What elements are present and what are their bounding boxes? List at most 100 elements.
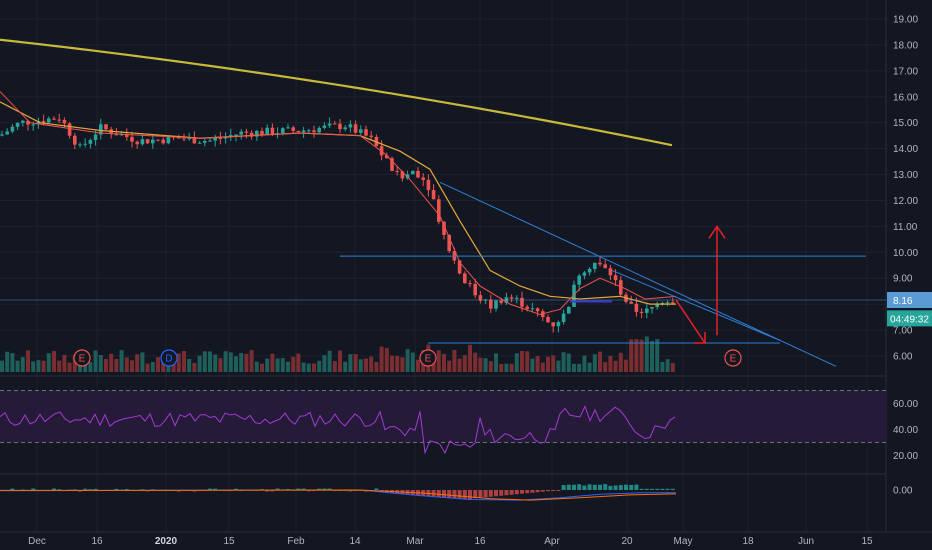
price-tick-label: 16.00 <box>893 92 918 103</box>
candle-body <box>468 283 472 285</box>
volume-bar <box>655 339 660 372</box>
time-tick-label: May <box>674 536 693 547</box>
event-badge[interactable]: D <box>160 349 178 367</box>
candle-body <box>322 125 327 128</box>
candle-body <box>567 307 571 314</box>
candle-body <box>140 139 145 145</box>
price-axis[interactable]: 19.00 18.00 17.00 16.00 15.00 14.00 13.00 12.00… <box>887 15 932 363</box>
candle-body <box>223 136 228 139</box>
countdown-label: 04:49:32 <box>890 314 929 325</box>
price-tick-label: 17.00 <box>893 66 918 77</box>
volume-bar <box>499 363 504 372</box>
macd-hist-bar <box>208 488 212 490</box>
volume-bar <box>624 359 628 372</box>
candle-body <box>489 299 493 309</box>
candle-body <box>442 221 446 235</box>
candle-body <box>281 128 285 134</box>
macd-hist-bar <box>556 490 561 491</box>
time-tick-label: Feb <box>287 536 305 547</box>
candle-body <box>400 171 405 179</box>
volume-bar <box>530 358 535 372</box>
candle-body <box>218 138 223 140</box>
time-tick-label: Jun <box>798 536 814 547</box>
candle-body <box>151 139 155 144</box>
macd-hist-bar <box>509 490 514 495</box>
volume-bar <box>260 363 264 372</box>
volume-bar <box>603 362 608 372</box>
volume-bar <box>468 344 472 372</box>
event-badge[interactable]: E <box>73 349 91 367</box>
candle-body <box>5 131 9 135</box>
macd-hist-bar <box>452 490 457 499</box>
volume-bar <box>109 353 114 372</box>
volume-bar <box>52 351 56 372</box>
volume-bars <box>0 336 675 372</box>
event-badge-label: E <box>425 354 432 365</box>
time-tick-label: Dec <box>28 536 46 547</box>
macd-hist-bar <box>639 488 644 490</box>
volume-bar <box>494 353 498 372</box>
candle-body <box>125 134 129 137</box>
candle-body <box>260 130 264 135</box>
macd-hist-bar <box>348 490 353 492</box>
macd-signal-line <box>0 489 677 501</box>
volume-bar <box>592 354 597 372</box>
candle-body <box>390 158 394 171</box>
volume-bar <box>306 363 311 372</box>
volume-bar <box>145 363 150 372</box>
grid-lines <box>0 0 932 533</box>
candle-body <box>104 124 108 130</box>
macd-hist-bar <box>618 485 623 490</box>
price-tick-label: 6.00 <box>893 351 913 362</box>
event-badge[interactable]: E <box>724 349 742 367</box>
candle-body <box>577 275 581 285</box>
candle-body <box>353 124 358 133</box>
macd-hist-bar <box>436 490 441 498</box>
volume-bar <box>72 354 77 372</box>
overlay-lines <box>0 38 677 316</box>
volume-bar <box>379 346 384 372</box>
volume-bar <box>416 359 420 372</box>
candle-body <box>145 139 150 144</box>
volume-bar <box>535 355 540 372</box>
candle-body <box>421 177 425 180</box>
macd-hist-bar <box>260 489 264 491</box>
ma-200-line <box>0 38 673 147</box>
candle-body <box>317 127 321 133</box>
volume-bar <box>478 357 483 372</box>
volume-bar <box>265 358 270 372</box>
macd-hist-bar <box>665 488 670 490</box>
volume-bar <box>275 358 280 372</box>
candle-body <box>333 123 337 125</box>
volume-bar <box>374 362 379 372</box>
macd-hist-bar <box>488 490 493 497</box>
volume-bar <box>249 350 254 372</box>
candle-body <box>520 297 524 307</box>
volume-bar <box>104 358 108 372</box>
candle-body <box>307 130 311 132</box>
volume-bar <box>31 361 36 372</box>
candle-body <box>650 307 654 309</box>
macd-hist-bar <box>670 488 675 490</box>
macd-hist-bar <box>494 490 498 497</box>
candle-body <box>244 131 249 133</box>
volume-bar <box>395 355 400 372</box>
volume-bar <box>213 354 218 372</box>
event-badge[interactable]: E <box>419 349 437 367</box>
candle-body <box>197 142 202 144</box>
time-axis[interactable]: Dec 16 2020 15 Feb 14 Mar 16 Apr 20 May 18 Jun 15 <box>28 536 873 547</box>
volume-bar <box>629 339 634 372</box>
macd-hist-bar <box>457 490 462 500</box>
volume-bar <box>332 361 337 372</box>
volume-bar <box>343 361 348 372</box>
volume-bar <box>338 350 342 372</box>
macd-pane: 0.00 <box>0 484 913 501</box>
macd-hist-bar <box>296 488 301 490</box>
rsi-tick-label: 40.00 <box>893 425 918 436</box>
volume-bar <box>15 360 20 372</box>
macd-hist-bar <box>577 484 582 490</box>
volume-bar <box>5 351 10 372</box>
volume-bar <box>93 350 98 372</box>
volume-bar <box>634 339 639 372</box>
